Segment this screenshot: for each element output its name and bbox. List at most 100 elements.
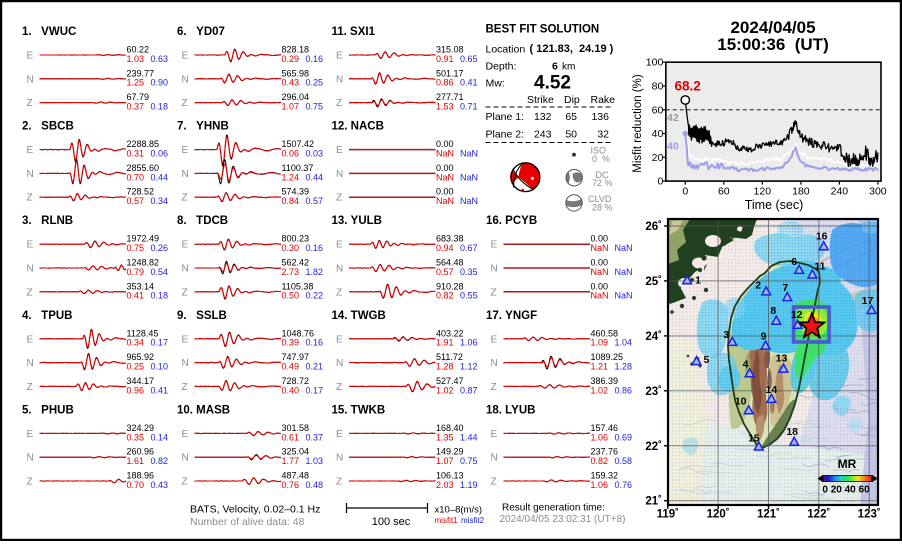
svg-text:NaN: NaN (615, 267, 633, 277)
svg-text:0.90: 0.90 (151, 78, 169, 88)
svg-text:0.44: 0.44 (306, 172, 324, 182)
svg-text:0.43: 0.43 (151, 480, 169, 490)
svg-text:NaN: NaN (436, 196, 454, 206)
svg-text:12. NACB: 12. NACB (332, 121, 384, 133)
svg-text:60.22: 60.22 (127, 45, 150, 55)
svg-text:N: N (336, 74, 343, 85)
svg-text:1.21: 1.21 (591, 362, 609, 372)
svg-text:168.40: 168.40 (436, 423, 464, 433)
svg-text:Result generation time:: Result generation time: (502, 503, 605, 514)
svg-text:( 121.83, 24.19 ): ( 121.83, 24.19 ) (530, 43, 614, 55)
svg-text:Depth:: Depth: (486, 61, 517, 73)
svg-text:0.00: 0.00 (436, 163, 454, 173)
svg-text:0.25: 0.25 (306, 78, 324, 88)
svg-text:1.07: 1.07 (282, 102, 300, 112)
svg-text:4: 4 (743, 358, 749, 370)
svg-text:Z: Z (182, 477, 188, 488)
svg-text:26˚: 26˚ (645, 221, 662, 233)
svg-text:18. LYUB: 18. LYUB (486, 404, 535, 416)
svg-text:1.09: 1.09 (591, 338, 609, 348)
svg-text:0.21: 0.21 (306, 362, 324, 372)
svg-text:13: 13 (776, 353, 788, 365)
svg-text:0.67: 0.67 (460, 243, 478, 253)
svg-text:N: N (491, 358, 498, 369)
svg-text:0.70: 0.70 (127, 172, 145, 182)
svg-text:0.18: 0.18 (151, 102, 169, 112)
svg-text:0.25: 0.25 (127, 362, 145, 372)
svg-text:353.14: 353.14 (127, 281, 155, 291)
svg-text:1048.76: 1048.76 (282, 328, 315, 338)
svg-text:0.54: 0.54 (151, 267, 169, 277)
svg-text:0.75: 0.75 (306, 102, 324, 112)
svg-text:N: N (336, 358, 343, 369)
svg-text:E: E (336, 145, 343, 156)
svg-text:1089.25: 1089.25 (591, 352, 624, 362)
svg-text:0.22: 0.22 (306, 291, 324, 301)
svg-text:0.75: 0.75 (127, 243, 145, 253)
svg-text:Z: Z (336, 382, 342, 393)
svg-text:17: 17 (862, 295, 874, 307)
svg-text:x10–8(m/s): x10–8(m/s) (435, 505, 483, 516)
svg-text:149.29: 149.29 (436, 447, 464, 457)
svg-text:16. PCYB: 16. PCYB (486, 215, 537, 227)
svg-text:315.08: 315.08 (436, 45, 464, 55)
svg-text:0.87: 0.87 (460, 385, 478, 395)
svg-text:2855.60: 2855.60 (127, 163, 160, 173)
svg-text:Plane 1:: Plane 1: (486, 111, 525, 123)
svg-text:0.86: 0.86 (615, 385, 633, 395)
svg-text:Rake: Rake (591, 94, 616, 106)
svg-text:NaN: NaN (460, 149, 478, 159)
svg-text:136: 136 (591, 111, 609, 123)
svg-text:N: N (27, 453, 34, 464)
svg-text:0.31: 0.31 (127, 149, 145, 159)
svg-text:E: E (182, 145, 189, 156)
svg-text:BATS, Velocity, 0.02–0.1 Hz: BATS, Velocity, 0.02–0.1 Hz (190, 504, 320, 516)
svg-text:910.28: 910.28 (436, 281, 464, 291)
svg-text:0.16: 0.16 (306, 54, 324, 64)
svg-text:0.70: 0.70 (127, 480, 145, 490)
svg-text:296.04: 296.04 (282, 92, 310, 102)
svg-text:564.48: 564.48 (436, 258, 464, 268)
svg-text:1.53: 1.53 (436, 102, 454, 112)
svg-text:N: N (182, 358, 189, 369)
svg-text:0.82: 0.82 (591, 456, 609, 466)
svg-text:1.35: 1.35 (436, 432, 454, 442)
svg-text:40: 40 (652, 128, 664, 140)
svg-text:67.79: 67.79 (127, 92, 150, 102)
svg-text:0.17: 0.17 (306, 385, 324, 395)
svg-text:828.18: 828.18 (282, 45, 310, 55)
svg-text:0.34: 0.34 (151, 196, 169, 206)
svg-text:10. MASB: 10. MASB (177, 404, 230, 416)
svg-text:BEST FIT SOLUTION: BEST FIT SOLUTION (486, 24, 600, 36)
svg-text:72 %: 72 % (592, 178, 613, 188)
svg-text:0.16: 0.16 (306, 243, 324, 253)
svg-text:0.35: 0.35 (127, 432, 145, 442)
svg-text:0.82: 0.82 (436, 291, 454, 301)
svg-text:0.61: 0.61 (282, 432, 300, 442)
svg-text:0.49: 0.49 (282, 362, 300, 372)
svg-text:Z: Z (336, 193, 342, 204)
svg-text:487.48: 487.48 (282, 471, 310, 481)
svg-text:157.46: 157.46 (591, 423, 619, 433)
svg-text:E: E (27, 51, 34, 62)
svg-text:1.91: 1.91 (436, 338, 454, 348)
svg-text:0.69: 0.69 (615, 432, 633, 442)
svg-text:119˚: 119˚ (657, 509, 680, 521)
svg-text:Mw:: Mw: (486, 78, 505, 90)
svg-text:300: 300 (869, 185, 887, 197)
svg-text:13. YULB: 13. YULB (332, 215, 383, 227)
svg-text:Z: Z (491, 382, 497, 393)
svg-text:Z: Z (336, 98, 342, 109)
svg-text:0.41: 0.41 (151, 385, 169, 395)
svg-text:0.96: 0.96 (127, 385, 145, 395)
svg-text:1105.38: 1105.38 (282, 281, 314, 291)
svg-text:747.97: 747.97 (282, 352, 310, 362)
svg-text:0: 0 (657, 176, 663, 188)
svg-text:180: 180 (792, 185, 810, 197)
svg-text:565.98: 565.98 (282, 68, 310, 78)
svg-text:E: E (491, 334, 498, 345)
svg-text:1.61: 1.61 (127, 456, 145, 466)
svg-text:0.34: 0.34 (127, 338, 145, 348)
svg-text:0.29: 0.29 (282, 54, 300, 64)
svg-text:10: 10 (735, 395, 747, 407)
